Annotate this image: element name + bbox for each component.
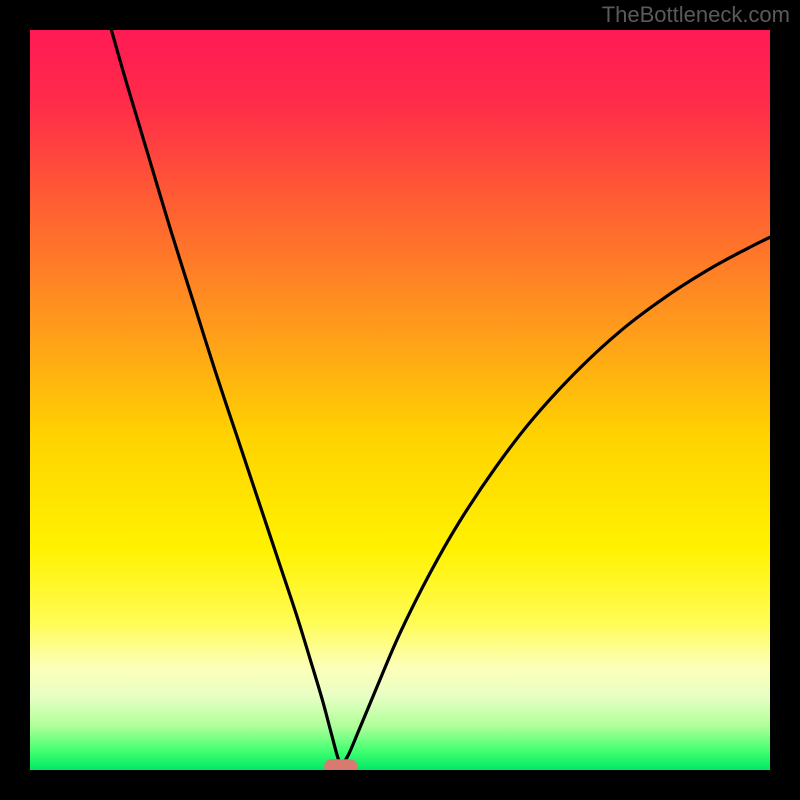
bottleneck-chart: TheBottleneck.com: [0, 0, 800, 800]
frame-bottom: [0, 770, 800, 800]
frame-right: [770, 0, 800, 800]
gradient-background: [30, 30, 770, 770]
watermark-text: TheBottleneck.com: [602, 2, 790, 28]
chart-svg: [0, 0, 800, 800]
frame-left: [0, 0, 30, 800]
